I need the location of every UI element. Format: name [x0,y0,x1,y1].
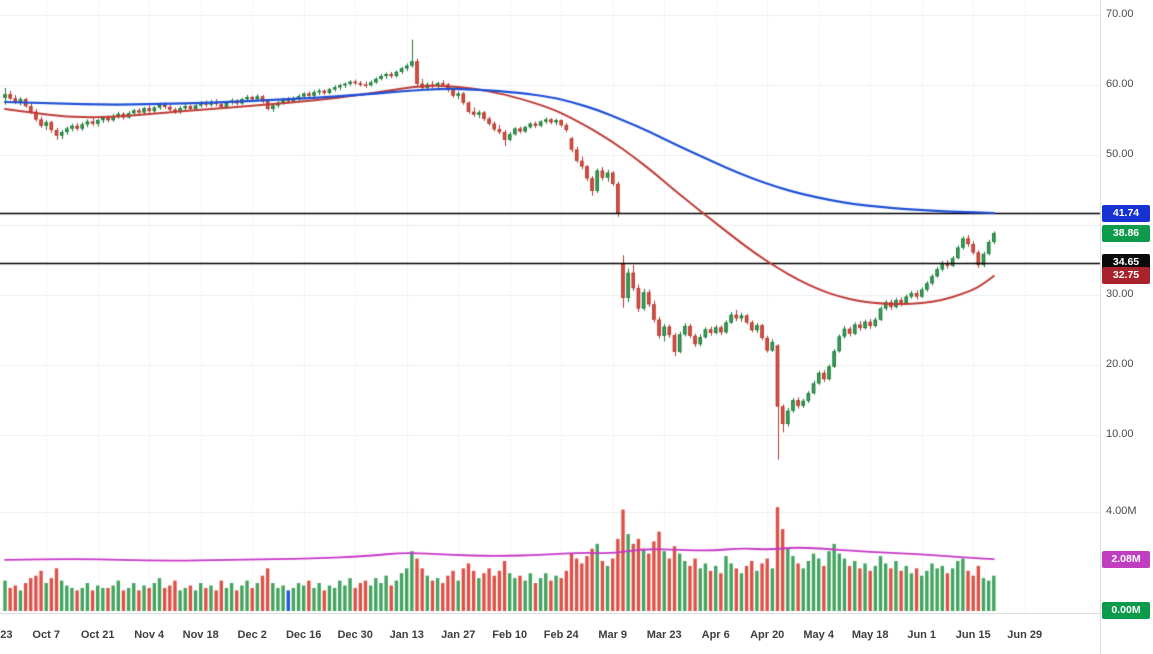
price-badge-41.74: 41.74 [1102,204,1150,222]
time-axis-label: Sep 23 [0,629,13,641]
time-axis-label: May 18 [851,629,889,641]
time-axis-label: Feb 10 [492,629,528,641]
time-axis-label: Jan 27 [441,629,476,641]
volume-badge-2.08M: 2.08M [1102,550,1150,568]
time-axis-label: Apr 6 [701,629,730,641]
price-axis-label: 30.00 [1106,288,1134,301]
time-axis-label: Nov 4 [134,629,165,641]
time-axis-label: Oct 21 [80,629,115,641]
time-axis-label: Dec 16 [285,629,322,641]
price-badge-32.75: 32.75 [1102,267,1150,285]
price-axis-border [1100,0,1101,654]
time-axis-label: Feb 24 [543,629,579,641]
time-axis-label: Mar 23 [646,629,682,641]
time-axis-label: Oct 7 [32,629,60,641]
price-axis-label: 60.00 [1106,78,1134,91]
time-axis-label: Nov 18 [182,629,219,641]
price-badge-38.86: 38.86 [1102,224,1150,242]
price-badge-34.65: 34.65 [1102,254,1150,272]
time-axis-label: Jun 1 [907,629,937,641]
price-axis-label: 10.00 [1106,428,1134,441]
time-axis-label: Jun 29 [1007,629,1043,641]
time-axis-label: Apr 20 [750,629,785,641]
time-axis-label: Jan 13 [389,629,424,641]
time-axis-label: Dec 30 [337,629,373,641]
time-axis-label: Mar 9 [598,629,628,641]
price-axis-label: 70.00 [1106,8,1134,21]
time-axis-border [0,613,1100,614]
time-axis-label: Jun 15 [955,629,991,641]
time-axis-label: May 4 [803,629,834,641]
price-axis-label: 50.00 [1106,148,1134,161]
price-axis-label: 20.00 [1106,358,1134,371]
volume-badge-0.00M: 0.00M [1102,601,1150,619]
volume-axis-label: 4.00M [1106,505,1137,517]
time-axis-label: Dec 2 [237,629,267,641]
